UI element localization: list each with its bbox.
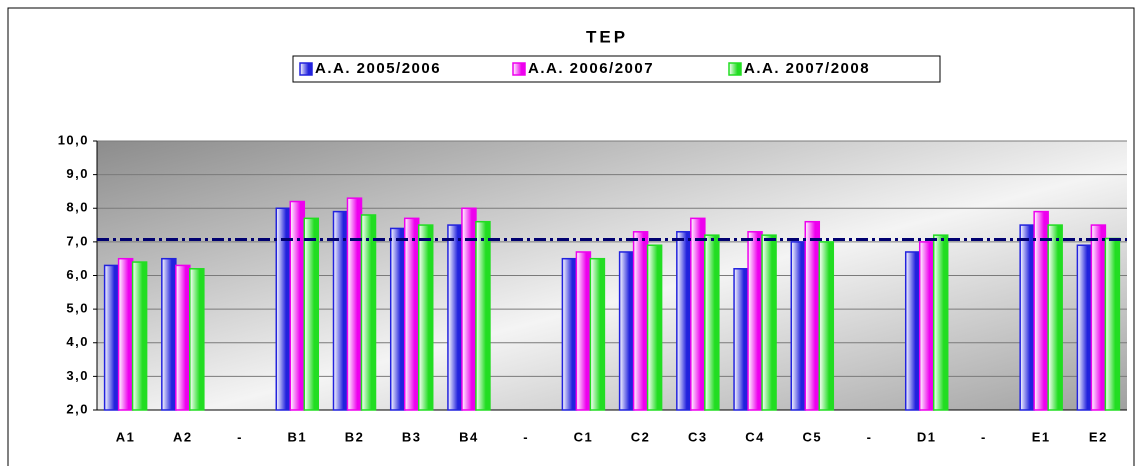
bar <box>690 217 706 411</box>
bar <box>1076 244 1093 411</box>
bar <box>589 257 606 411</box>
bar <box>175 264 191 411</box>
bar <box>818 241 835 411</box>
x-tick-label: - <box>237 429 243 444</box>
bar <box>561 257 578 411</box>
bar <box>1090 224 1107 411</box>
bar <box>676 231 692 411</box>
bar <box>189 268 205 411</box>
chart-title: TEP <box>586 27 628 46</box>
x-tick-label: B1 <box>287 429 307 444</box>
bar <box>303 217 320 411</box>
legend-swatch <box>299 62 313 76</box>
frame <box>7 7 1135 466</box>
legend-swatch <box>512 62 526 76</box>
legend-label: A.A. 2006/2007 <box>528 60 654 77</box>
x-tick-label: C1 <box>574 429 594 444</box>
y-tick-label: 5,0 <box>66 301 89 316</box>
bar <box>117 257 134 411</box>
bar <box>932 234 949 411</box>
y-tick-label: 10,0 <box>58 132 89 147</box>
bar <box>918 241 935 411</box>
x-tick-label: A2 <box>173 429 193 444</box>
bar <box>575 251 592 411</box>
bar <box>417 224 434 411</box>
y-tick-label: 7,0 <box>66 233 89 248</box>
bar <box>332 210 349 411</box>
bar <box>447 224 463 411</box>
x-tick-label: - <box>523 429 529 444</box>
bar <box>733 268 749 411</box>
bar <box>790 241 807 411</box>
bar <box>1047 224 1063 411</box>
bar <box>1033 210 1049 411</box>
bar <box>646 244 663 411</box>
bar <box>403 217 420 411</box>
bar <box>103 264 120 411</box>
x-tick-label: B2 <box>345 429 365 444</box>
y-tick-label: 2,0 <box>66 401 89 416</box>
bar <box>618 251 635 411</box>
x-tick-label: B4 <box>459 429 479 444</box>
x-tick-label: - <box>981 429 987 444</box>
x-tick-label: E1 <box>1032 429 1051 444</box>
bar <box>747 231 763 411</box>
x-tick-label: D1 <box>917 429 937 444</box>
bar <box>389 227 406 411</box>
y-tick-label: 6,0 <box>66 267 89 282</box>
x-tick-label: - <box>867 429 873 444</box>
bar <box>704 234 720 411</box>
bar <box>475 220 491 411</box>
x-tick-label: C5 <box>802 429 822 444</box>
x-tick-label: C2 <box>631 429 651 444</box>
y-tick-label: 9,0 <box>66 166 89 181</box>
x-tick-label: E2 <box>1089 429 1108 444</box>
bar <box>360 214 377 411</box>
legend-label: A.A. 2007/2008 <box>744 60 870 77</box>
x-tick-label: C3 <box>688 429 708 444</box>
bar <box>1019 224 1035 411</box>
legend-box <box>292 55 941 83</box>
x-tick-label: C4 <box>745 429 765 444</box>
legend-label: A.A. 2005/2006 <box>315 60 441 77</box>
y-tick-label: 4,0 <box>66 334 89 349</box>
bar <box>346 197 363 411</box>
bar <box>131 261 148 411</box>
bar <box>632 231 649 411</box>
bar <box>904 251 921 411</box>
bar <box>804 220 821 411</box>
y-tick-label: 8,0 <box>66 200 89 215</box>
bar <box>1104 237 1121 411</box>
bar <box>161 257 177 411</box>
bar <box>761 234 777 411</box>
bar <box>289 200 306 411</box>
x-tick-label: B3 <box>402 429 422 444</box>
y-tick-label: 3,0 <box>66 368 89 383</box>
x-tick-label: A1 <box>116 429 136 444</box>
legend-swatch <box>728 62 742 76</box>
